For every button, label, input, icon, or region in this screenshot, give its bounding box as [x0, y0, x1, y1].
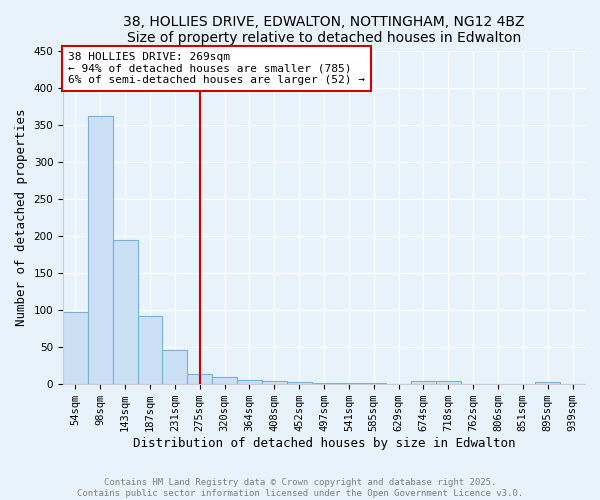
Bar — [63, 312, 88, 384]
Bar — [535, 382, 560, 384]
Bar — [237, 380, 262, 384]
Bar — [262, 380, 287, 384]
Bar — [311, 382, 337, 384]
Bar — [88, 116, 113, 384]
Bar — [436, 382, 461, 384]
Bar — [137, 316, 163, 384]
Y-axis label: Number of detached properties: Number of detached properties — [15, 108, 28, 326]
Bar — [212, 377, 237, 384]
Bar — [187, 374, 212, 384]
Title: 38, HOLLIES DRIVE, EDWALTON, NOTTINGHAM, NG12 4BZ
Size of property relative to d: 38, HOLLIES DRIVE, EDWALTON, NOTTINGHAM,… — [123, 15, 525, 45]
Bar — [113, 240, 137, 384]
Text: Contains HM Land Registry data © Crown copyright and database right 2025.
Contai: Contains HM Land Registry data © Crown c… — [77, 478, 523, 498]
Bar — [287, 382, 311, 384]
Text: 38 HOLLIES DRIVE: 269sqm
← 94% of detached houses are smaller (785)
6% of semi-d: 38 HOLLIES DRIVE: 269sqm ← 94% of detach… — [68, 52, 365, 85]
Bar — [411, 382, 436, 384]
X-axis label: Distribution of detached houses by size in Edwalton: Distribution of detached houses by size … — [133, 437, 515, 450]
Bar — [163, 350, 187, 384]
